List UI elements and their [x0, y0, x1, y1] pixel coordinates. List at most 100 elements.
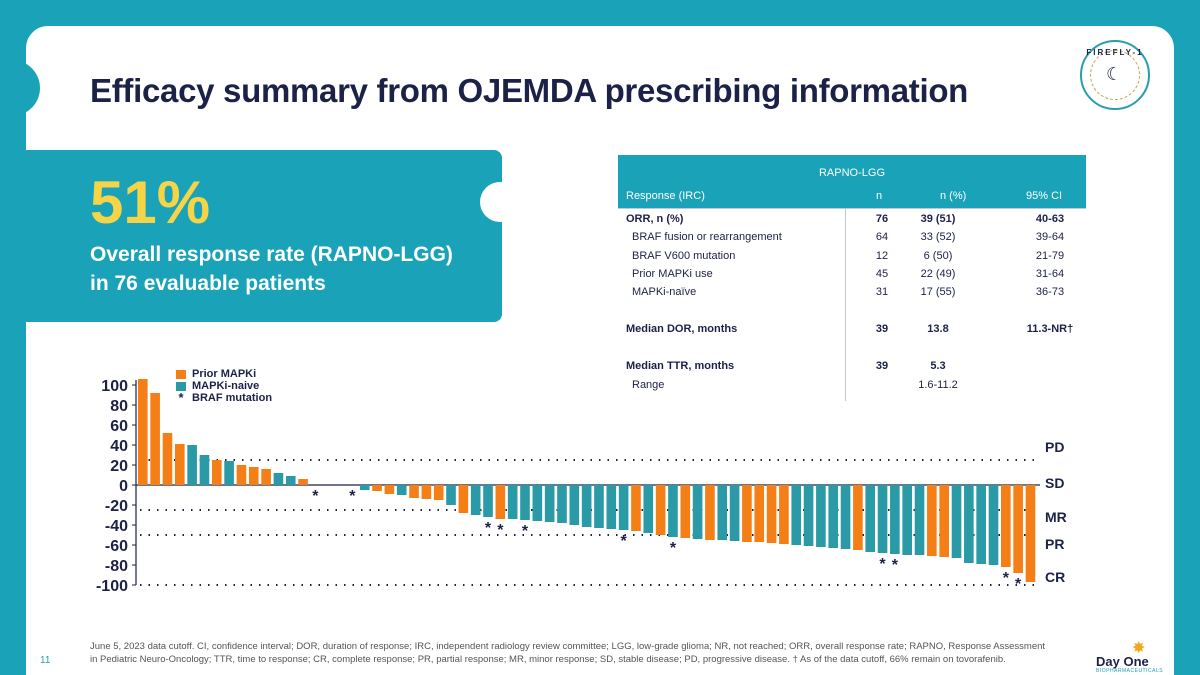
braf-marker: *	[312, 488, 319, 505]
orr-description-line1: Overall response rate (RAPNO-LGG)	[90, 243, 453, 266]
bar	[902, 485, 912, 555]
table-cell-ci: 21-79	[1035, 250, 1065, 262]
table-cell-ci: 40-63	[1035, 213, 1065, 225]
y-tick-label: 60	[110, 418, 128, 435]
braf-marker: *	[879, 556, 886, 573]
legend-marker-braf: *	[178, 390, 184, 405]
braf-marker: *	[670, 540, 677, 557]
legend-label-prior: Prior MAPKi	[192, 368, 257, 380]
y-tick-label: -40	[105, 518, 128, 535]
bar	[384, 485, 395, 494]
legend-swatch-naive	[176, 381, 186, 391]
bar	[964, 485, 974, 563]
y-tick-label: 20	[110, 458, 128, 475]
bar	[828, 485, 839, 548]
bar	[298, 479, 308, 485]
bar	[544, 485, 555, 522]
response-table: RAPNO-LGG Response (IRC) n n (%) 95% CI	[618, 155, 1086, 208]
table-cell-n: 39	[875, 323, 889, 335]
bar	[273, 473, 284, 485]
orr-callout	[26, 150, 502, 322]
slide-card	[26, 26, 1174, 675]
bar	[199, 455, 210, 485]
bar	[951, 485, 962, 558]
footnote-line2: in Pediatric Neuro-Oncology; TTR, time t…	[90, 654, 1006, 665]
bar	[1001, 485, 1011, 567]
col-n-pct: n (%)	[940, 190, 967, 202]
bar	[717, 485, 728, 540]
footnote-line1: June 5, 2023 data cutoff. CI, confidence…	[90, 641, 1046, 652]
page-number: 11	[40, 655, 51, 666]
threshold-label: PD	[1045, 439, 1064, 455]
table-cell-n: 45	[875, 268, 889, 280]
table-cell-ci: 36-73	[1035, 286, 1065, 298]
bar	[680, 485, 691, 538]
table-cell-n: 31	[875, 286, 889, 298]
table-cell-n: 12	[875, 250, 889, 262]
bar	[285, 476, 296, 485]
orr-description: Overall response rate (RAPNO-LGG) in 76 …	[90, 240, 490, 298]
legend-item-prior: Prior MAPKi	[176, 368, 272, 380]
day-one-logo: ✸ Day One BIOPHARMACEUTICALS	[1096, 640, 1176, 674]
orr-percent: 51%	[90, 169, 211, 236]
bar	[705, 485, 715, 540]
legend-label-braf: BRAF mutation	[192, 392, 273, 404]
bar	[890, 485, 900, 554]
y-tick-label: -100	[96, 578, 128, 595]
y-tick-label: 0	[119, 478, 128, 495]
table-cell-pct: 1.6-11.2	[918, 379, 958, 391]
bar	[655, 485, 666, 535]
legend-swatch-prior	[176, 369, 186, 379]
bar	[520, 485, 530, 520]
braf-marker: *	[892, 557, 899, 574]
bar	[791, 485, 802, 545]
bar	[483, 485, 493, 517]
col-ci: 95% CI	[1026, 190, 1063, 202]
bar	[495, 485, 506, 519]
table-cell-ci: 39-64	[1035, 231, 1065, 243]
bar	[816, 485, 826, 547]
bar	[754, 485, 765, 542]
bar	[224, 461, 234, 485]
bar	[409, 485, 419, 498]
y-tick-label: 40	[110, 438, 128, 455]
threshold-label: MR	[1045, 509, 1067, 525]
table-cell-label: Median DOR, months	[626, 323, 738, 335]
callout-notch	[480, 182, 520, 222]
bar	[1025, 485, 1036, 582]
page-title: Efficacy summary from OJEMDA prescribing…	[90, 72, 969, 109]
table-group-header: RAPNO-LGG	[818, 167, 885, 179]
bar	[631, 485, 641, 531]
legend-label-naive: MAPKi-naive	[192, 380, 260, 392]
bar	[138, 379, 148, 485]
bar	[507, 485, 518, 519]
y-tick-label: -20	[105, 498, 128, 515]
bar	[174, 444, 185, 485]
table-cell-pct: 17 (55)	[920, 286, 956, 298]
bar	[914, 485, 925, 555]
col-n: n	[876, 190, 883, 202]
table-cell-pct: 13.8	[927, 323, 949, 335]
sun-icon: ✸	[1132, 640, 1146, 657]
table-cell-n: 64	[875, 231, 889, 243]
braf-marker: *	[349, 488, 356, 505]
legend-item-naive: MAPKi-naive	[176, 380, 272, 392]
bar	[692, 485, 703, 539]
table-cell-ci: 11.3-NR†	[1026, 323, 1074, 335]
bar	[470, 485, 481, 515]
table-cell-label: ORR, n (%)	[626, 213, 684, 225]
braf-marker: *	[1003, 570, 1010, 587]
threshold-label: PR	[1045, 536, 1064, 552]
bar	[668, 485, 678, 537]
bar	[557, 485, 567, 523]
bar	[766, 485, 777, 543]
bar	[939, 485, 949, 557]
braf-marker: *	[485, 520, 492, 537]
col-response: Response (IRC)	[626, 190, 705, 202]
bar	[1013, 485, 1023, 573]
bar	[643, 485, 654, 533]
bar	[729, 485, 740, 541]
bar	[853, 485, 863, 550]
bar	[742, 485, 752, 542]
